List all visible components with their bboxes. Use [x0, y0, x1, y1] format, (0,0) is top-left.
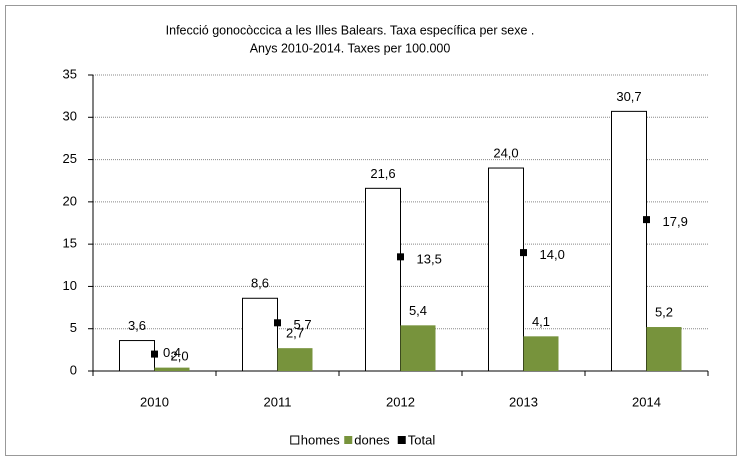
total-marker — [151, 350, 158, 358]
chart-title-line: Anys 2010-2014. Taxes per 100.000 — [250, 41, 451, 55]
bar — [611, 110, 647, 372]
x-tick-label: 2014 — [632, 394, 661, 409]
bar — [277, 348, 313, 371]
bar — [242, 297, 278, 372]
bar — [646, 327, 682, 371]
total-marker — [520, 249, 527, 257]
value-label: 5,4 — [409, 303, 427, 318]
value-label: 13,5 — [417, 251, 442, 266]
legend-swatch — [344, 436, 353, 444]
x-tick-label: 2012 — [386, 394, 415, 409]
value-label: 5,2 — [655, 304, 673, 319]
y-tick-label: 30 — [63, 109, 77, 124]
value-label: 30,7 — [616, 89, 641, 104]
value-label: 14,0 — [540, 247, 565, 262]
y-tick-label: 15 — [63, 236, 77, 251]
bar — [119, 340, 155, 372]
bar — [488, 167, 524, 372]
bar — [154, 367, 190, 371]
y-tick-label: 10 — [63, 278, 77, 293]
value-label: 3,6 — [128, 318, 146, 333]
y-tick-label: 5 — [70, 320, 77, 335]
total-marker — [397, 253, 404, 261]
bar — [400, 325, 436, 371]
x-tick-label: 2011 — [264, 394, 292, 409]
value-label: 2,0 — [171, 349, 189, 364]
legend-label: dones — [354, 432, 390, 447]
legend-swatch — [290, 435, 300, 445]
y-tick-label: 0 — [70, 362, 77, 377]
legend-label: homes — [301, 432, 341, 447]
total-marker — [643, 216, 650, 224]
value-label: 4,1 — [532, 314, 550, 329]
x-tick-label: 2010 — [140, 394, 169, 409]
value-label: 21,6 — [370, 166, 395, 181]
value-label: 17,9 — [663, 214, 688, 229]
value-label: 2,7 — [286, 326, 304, 341]
legend-swatch — [397, 436, 406, 444]
value-label: 24,0 — [493, 145, 518, 160]
total-marker — [274, 319, 281, 327]
value-label: 5,7 — [294, 317, 312, 332]
bar — [365, 187, 401, 372]
value-label: 8,6 — [251, 276, 269, 291]
x-tick-label: 2013 — [509, 394, 538, 409]
y-tick-label: 35 — [63, 66, 77, 81]
legend-label: Total — [408, 432, 436, 447]
y-tick-label: 20 — [63, 193, 77, 208]
value-label: 0,4 — [163, 345, 181, 360]
y-tick-label: 25 — [63, 151, 77, 166]
chart-title-line: Infecció gonocòccica a les Illes Balears… — [166, 23, 535, 37]
bar — [523, 336, 559, 371]
